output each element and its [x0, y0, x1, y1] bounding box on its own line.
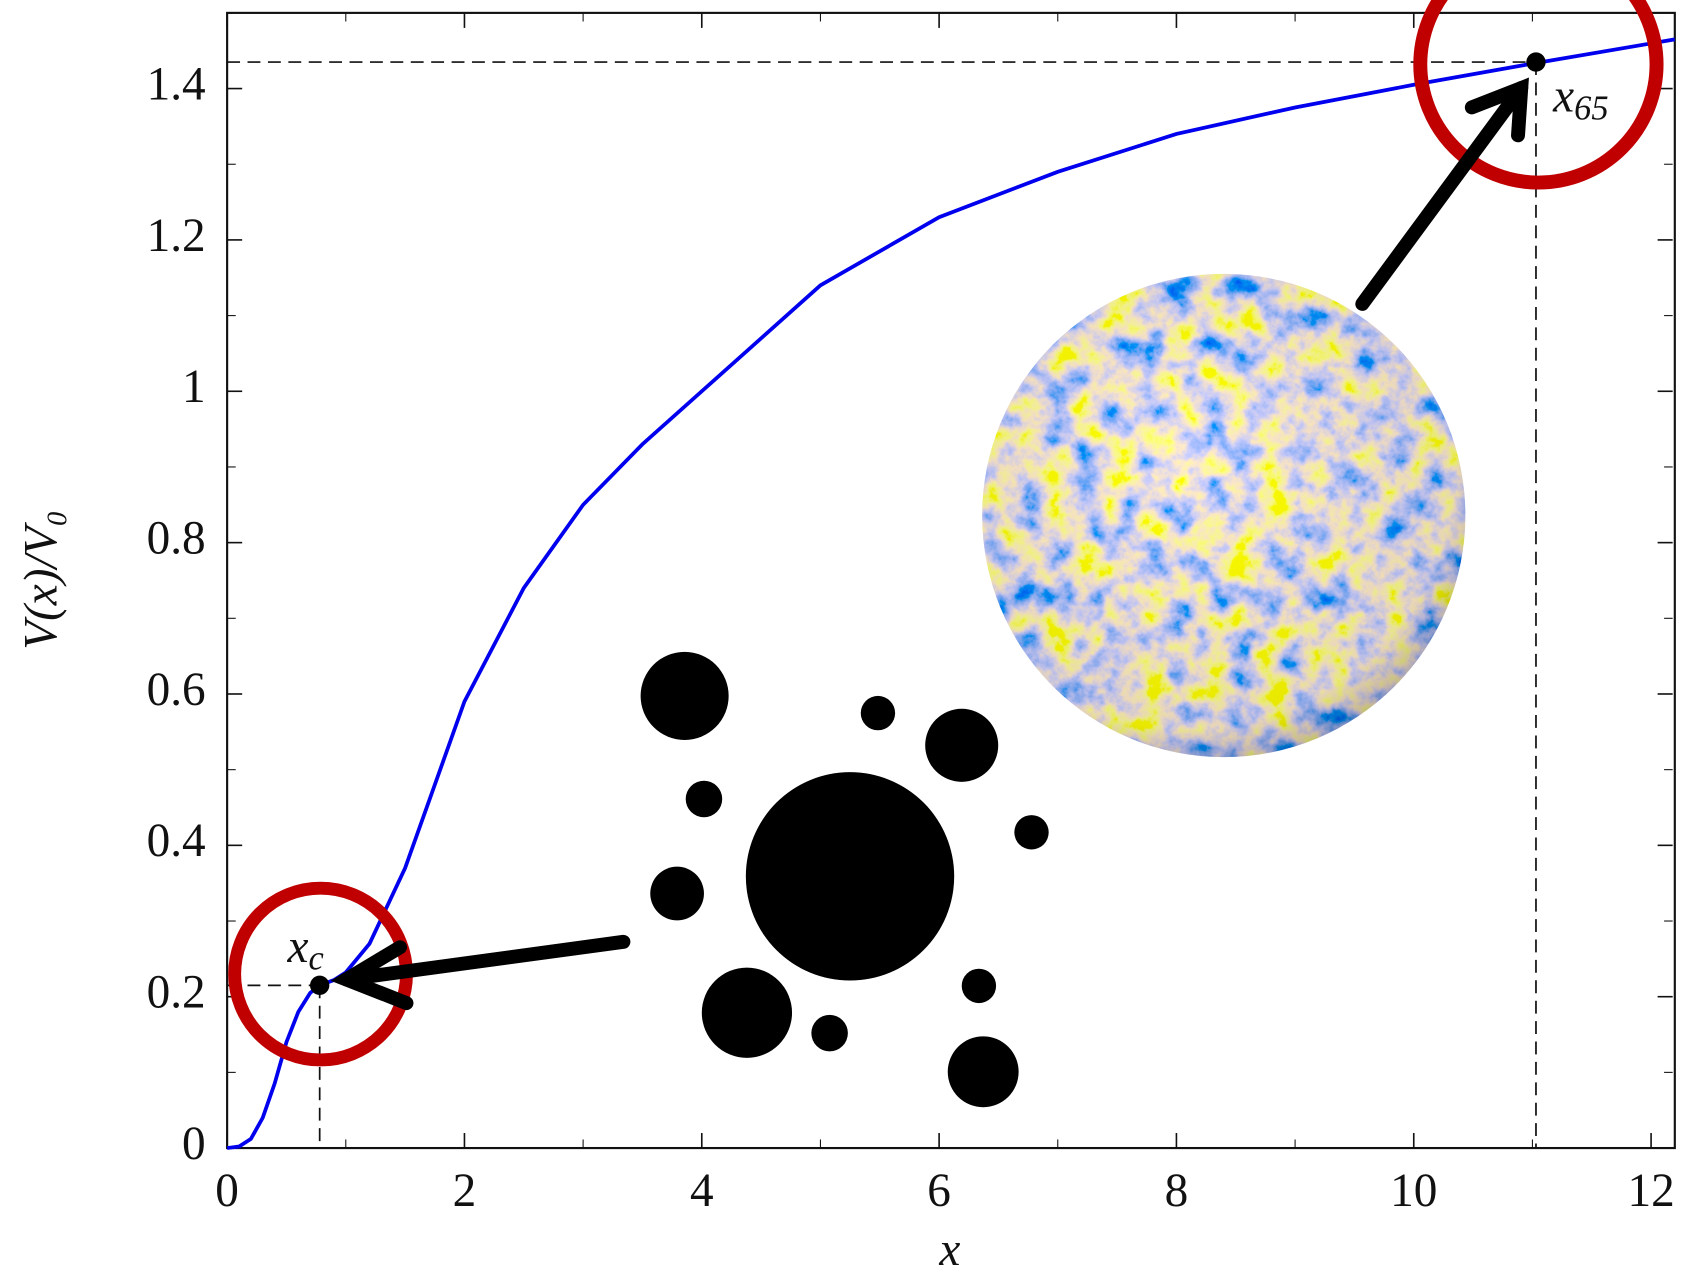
- blobs: [641, 652, 1049, 1107]
- y-tick-label: 0.4: [147, 815, 206, 867]
- x-tick-label: 12: [1627, 1165, 1674, 1217]
- x-tick-label: 4: [690, 1165, 714, 1217]
- curve: [227, 39, 1675, 1148]
- point: [310, 976, 329, 995]
- highlight-circle: [1420, 0, 1656, 183]
- point-label-sub: 65: [1574, 89, 1608, 127]
- y-tick-label: 0.6: [147, 664, 206, 716]
- point-label-text: x: [1552, 71, 1574, 123]
- x-tick-label: 0: [215, 1165, 239, 1217]
- y-tick-label: 1.2: [147, 210, 206, 262]
- point-label-sub: c: [308, 940, 323, 978]
- point: [1526, 52, 1545, 71]
- y-tick-label: 0: [182, 1118, 206, 1170]
- point-label-text: x: [286, 921, 308, 973]
- x-tick-label: 10: [1390, 1165, 1437, 1217]
- y-tick-label: 1.4: [147, 58, 206, 110]
- chart: 02468101200.20.40.60.811.21.4xcx65 x V(x…: [0, 0, 1685, 1278]
- page: {"chart_data": {"type": "line", "xlabel"…: [0, 0, 1685, 1278]
- cmb-sphere: [982, 274, 1465, 757]
- point-label: xc: [286, 921, 323, 978]
- point-label: x65: [1552, 71, 1608, 128]
- x-tick-label: 6: [927, 1165, 951, 1217]
- y-tick-label: 1: [182, 361, 206, 413]
- x-axis-label: x: [938, 1224, 960, 1276]
- x-tick-label: 2: [453, 1165, 477, 1217]
- y-tick-label: 0.8: [147, 512, 206, 564]
- x-tick-label: 8: [1165, 1165, 1189, 1217]
- decorations: [235, 0, 1657, 1107]
- y-tick-label: 0.2: [147, 967, 206, 1019]
- y-axis-label: V(x)/V₀: [15, 510, 67, 650]
